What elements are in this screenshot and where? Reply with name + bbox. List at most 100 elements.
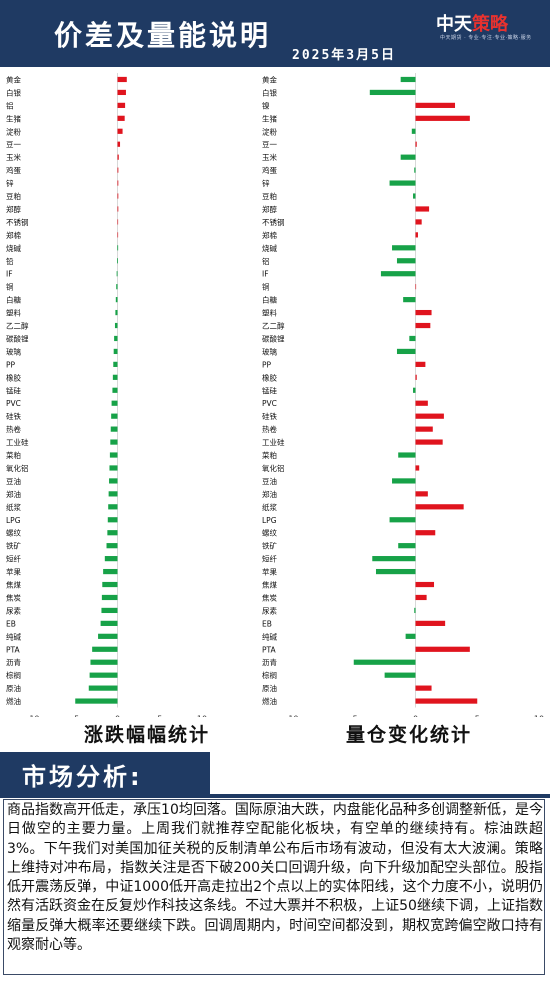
- logo-subtitle: 中天期货 · 专业·专注·专业·策略·服务: [440, 35, 532, 41]
- price-bar: [101, 594, 118, 601]
- price-category-label: 豆一: [6, 140, 21, 149]
- price-category-label: IF: [6, 270, 13, 279]
- price-category-label: 郑油: [6, 489, 21, 499]
- price-category-label: 硅铁: [6, 411, 21, 421]
- volume-category-label: 乙二醇: [262, 321, 285, 331]
- volume-bar: [415, 698, 478, 704]
- price-bar: [92, 646, 118, 652]
- price-x-tick-label: -10: [26, 715, 39, 717]
- price-category-label: 玻璃: [6, 346, 21, 356]
- volume-category-label: 棕榈: [262, 670, 277, 680]
- volume-category-label: 纯碱: [262, 631, 277, 641]
- volume-category-label: 燃油: [262, 696, 277, 706]
- price-bar: [117, 232, 119, 238]
- volume-x-tick-label: -5: [350, 715, 358, 717]
- volume-bar: [415, 685, 432, 691]
- price-category-label: 郑棉: [6, 230, 21, 240]
- price-bar: [108, 491, 118, 497]
- price-bar: [117, 180, 119, 186]
- volume-category-label: 锌: [262, 178, 270, 188]
- volume-bar: [403, 297, 416, 303]
- price-category-label: 乙二醇: [6, 321, 29, 331]
- price-bar: [107, 517, 118, 523]
- price-category-label: 菜粕: [6, 450, 21, 460]
- volume-category-label: 氧化铝: [262, 463, 285, 473]
- volume-category-label: EB: [262, 619, 272, 628]
- volume-bar: [415, 219, 422, 225]
- volume-bar: [415, 504, 464, 510]
- volume-category-label: 铜: [262, 282, 270, 292]
- price-bar: [111, 413, 118, 419]
- volume-bar: [415, 400, 428, 406]
- volume-bar: [415, 141, 417, 147]
- price-x-tick-label: 5: [157, 715, 162, 717]
- volume-bar: [392, 245, 416, 251]
- volume-bar: [398, 452, 416, 458]
- price-bar: [117, 89, 126, 96]
- price-category-label: 烧碱: [6, 243, 21, 253]
- price-bar: [117, 193, 119, 199]
- volume-bar: [414, 167, 416, 173]
- volume-category-label: 螺纹: [262, 528, 277, 538]
- price-category-label: 郑醇: [6, 204, 21, 214]
- price-bar: [109, 465, 118, 471]
- price-category-label: 鸡蛋: [6, 165, 21, 175]
- price-bar: [115, 297, 118, 303]
- price-bar: [117, 245, 119, 251]
- price-category-label: 豆油: [6, 476, 21, 486]
- price-bar: [110, 439, 118, 445]
- volume-category-label: 焦煤: [262, 580, 277, 590]
- volume-category-label: 淀粉: [262, 126, 277, 136]
- volume-category-label: PP: [262, 360, 272, 369]
- volume-category-label: 橡胶: [262, 372, 277, 382]
- price-bar: [112, 387, 118, 393]
- volume-bar: [415, 413, 444, 419]
- volume-bar: [415, 374, 417, 380]
- volume-bar: [353, 659, 416, 665]
- price-category-label: 锌: [6, 178, 14, 188]
- price-bar: [107, 530, 118, 536]
- price-x-tick-label: -5: [71, 715, 79, 717]
- volume-category-label: 豆一: [262, 140, 277, 149]
- price-bar: [117, 206, 119, 212]
- volume-x-tick-label: -10: [285, 715, 298, 717]
- price-category-label: 焦炭: [6, 592, 21, 602]
- volume-bar: [392, 478, 416, 484]
- price-category-label: 碳酸锂: [6, 333, 29, 343]
- volume-category-label: 苹果: [262, 567, 277, 577]
- volume-bar: [414, 607, 416, 614]
- price-category-label: 玉米: [6, 152, 21, 162]
- price-category-label: PTA: [6, 645, 21, 654]
- price-category-label: 铜: [6, 282, 14, 292]
- volume-bar: [398, 543, 416, 549]
- volume-category-label: 郑棉: [262, 230, 277, 240]
- volume-bar: [415, 206, 430, 212]
- price-category-label: LPG: [6, 516, 21, 525]
- volume-category-label: 黄金: [262, 74, 277, 84]
- volume-x-tick-label: 5: [475, 715, 480, 717]
- volume-bar: [415, 322, 431, 329]
- volume-category-label: PVC: [262, 399, 277, 408]
- volume-bar: [415, 426, 433, 432]
- price-x-tick-label: 10: [197, 715, 207, 717]
- volume-bar: [405, 633, 416, 639]
- price-bar: [117, 219, 119, 225]
- volume-bar: [415, 491, 428, 497]
- volume-bar: [415, 465, 420, 471]
- volume-bar: [415, 361, 426, 367]
- price-category-label: 生猪: [6, 113, 21, 123]
- volume-category-label: 玻璃: [262, 346, 277, 356]
- volume-category-label: 菜粕: [262, 450, 277, 460]
- price-bar: [116, 271, 118, 277]
- price-bar: [117, 141, 121, 147]
- volume-category-label: 沥青: [262, 657, 277, 667]
- price-bar: [90, 659, 118, 665]
- price-category-label: EB: [6, 619, 16, 628]
- price-bar: [117, 102, 126, 108]
- volume-bar: [413, 387, 416, 393]
- price-category-label: 铝: [6, 100, 14, 110]
- analysis-text: 商品指数高开低走，承压10均回落。国际原油大跌，内盘能化品种多创调整新低，是今日…: [7, 802, 543, 954]
- page-title: 价差及量能说明: [54, 19, 272, 52]
- price-category-label: 热卷: [6, 424, 21, 434]
- price-bar: [102, 581, 118, 588]
